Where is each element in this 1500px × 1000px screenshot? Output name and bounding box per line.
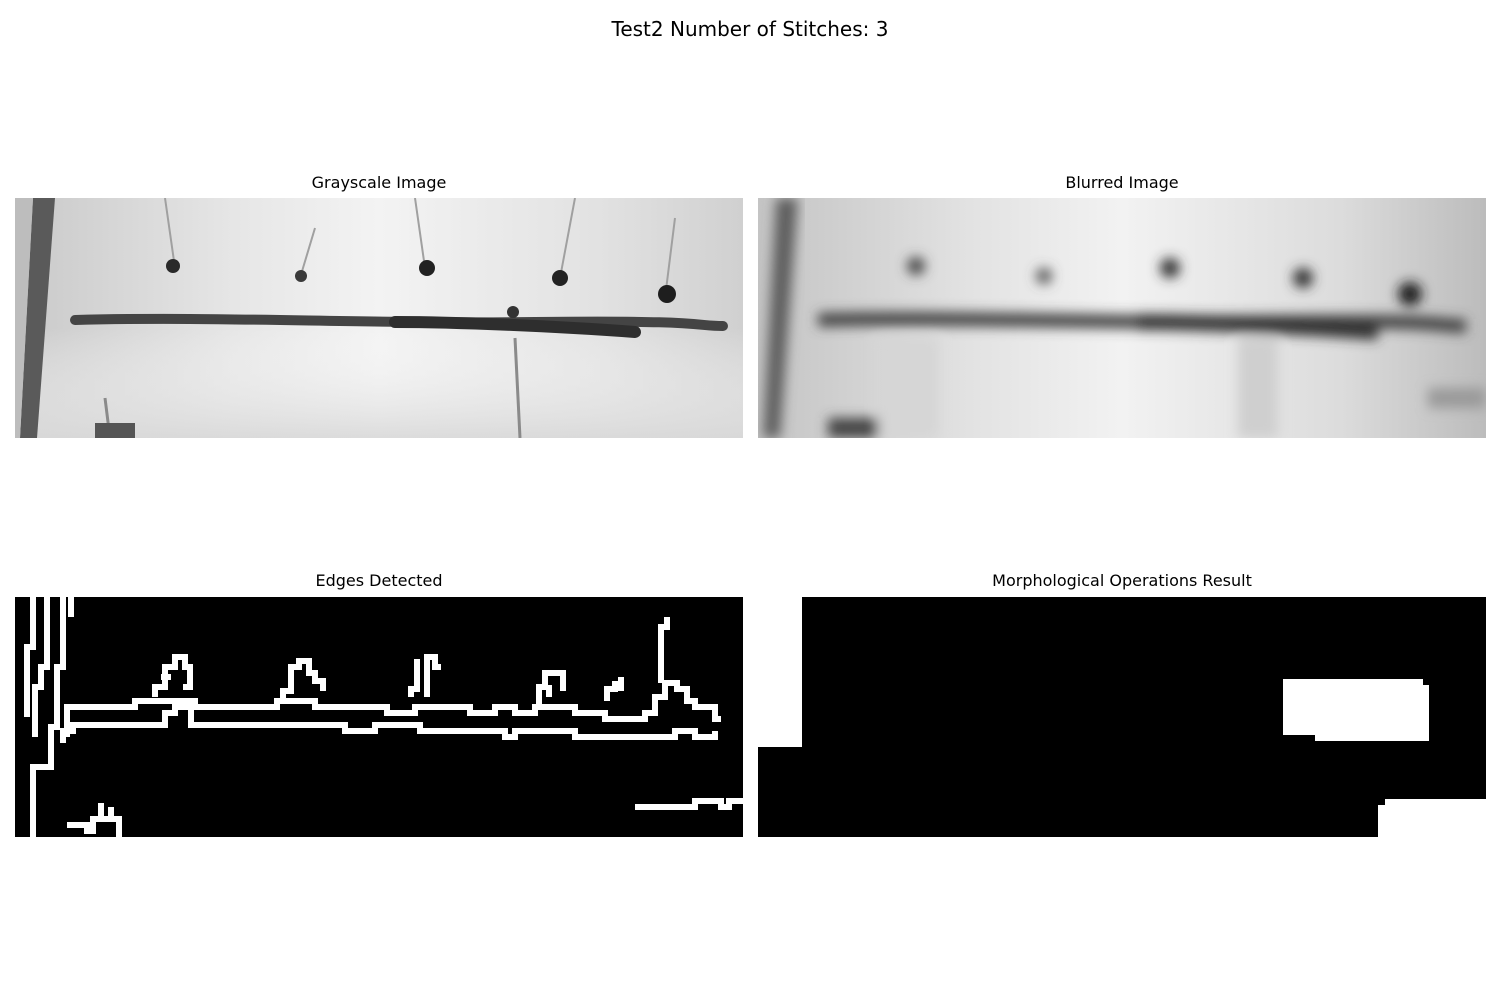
edges-image — [15, 597, 743, 837]
figure-title: Test2 Number of Stitches: 3 — [611, 17, 889, 41]
blurred-image — [758, 198, 1486, 438]
edges-panel-title: Edges Detected — [315, 571, 443, 590]
morphology-image — [758, 597, 1486, 837]
grayscale-image — [15, 198, 743, 438]
blurred-panel-title: Blurred Image — [1065, 173, 1179, 192]
grayscale-panel-title: Grayscale Image — [311, 173, 447, 192]
morphology-panel-title: Morphological Operations Result — [992, 571, 1252, 590]
